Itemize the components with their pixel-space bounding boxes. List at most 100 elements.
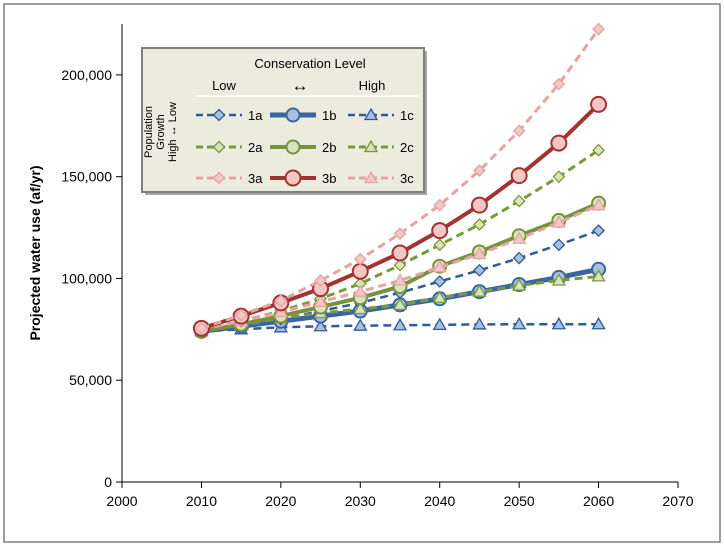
legend-row-title-line-3: High ↔ Low <box>167 102 179 162</box>
data-point-2a <box>552 170 566 184</box>
data-point-3a <box>552 77 566 91</box>
data-point-1c <box>313 318 328 332</box>
legend-item-1a: 1a <box>196 108 263 123</box>
data-point-2a <box>433 238 447 252</box>
legend: Conservation Level Low ↔ High Population Grow… <box>141 47 427 195</box>
data-point-1a <box>433 275 447 288</box>
data-point-2c <box>432 290 447 303</box>
data-point-1a <box>473 263 486 277</box>
data-point-3a <box>512 124 526 138</box>
data-point-1c <box>591 316 606 330</box>
legend-item-2c: 2c <box>348 139 414 155</box>
data-point-1c <box>551 316 566 330</box>
legend-col-high: High <box>359 78 386 93</box>
legend-item-3a: 3a <box>196 171 263 186</box>
series-line-3c <box>201 203 600 331</box>
legend-swatch-marker-2c <box>363 139 379 153</box>
legend-item-3c: 3c <box>348 170 414 186</box>
legend-row-title-line-2: Growth <box>155 114 167 149</box>
legend-label-1a: 1a <box>248 108 263 123</box>
data-point-1a <box>592 224 605 238</box>
data-point-3a <box>592 22 605 36</box>
data-point-1c <box>353 318 368 331</box>
data-point-2c <box>472 284 487 297</box>
series-layer <box>192 22 608 339</box>
data-point-3c <box>313 294 328 308</box>
data-point-1c <box>512 316 527 330</box>
legend-label-1c: 1c <box>400 108 414 123</box>
y-axis-title: Projected water use (af/yr) <box>27 165 43 340</box>
axes: 0 50,000 100,000 150,000 200,000 2000 2010 2020… <box>27 24 694 509</box>
y-tick-label: 100,000 <box>61 270 112 286</box>
y-tick-label: 0 <box>104 474 112 490</box>
data-point-2c <box>591 269 606 282</box>
data-point-2c <box>392 297 408 311</box>
data-point-3c <box>591 197 606 211</box>
legend-col-low: Low <box>212 78 236 93</box>
data-point-1c <box>472 317 487 330</box>
data-point-2c <box>512 278 527 291</box>
data-point-3a <box>195 321 208 335</box>
data-point-3b <box>391 244 409 262</box>
legend-swatch-marker-1a <box>212 108 226 122</box>
x-tick-label: 2000 <box>106 493 137 509</box>
series-3a <box>195 22 605 335</box>
data-point-2c <box>353 301 368 315</box>
legend-swatch-marker-1c <box>363 107 379 121</box>
legend-row-title-line-1: Population <box>143 106 155 158</box>
data-point-3a <box>473 164 486 177</box>
data-point-3a <box>234 308 248 322</box>
data-point-3b <box>351 262 369 280</box>
data-point-3a <box>353 252 367 266</box>
legend-label-3b: 3b <box>322 171 336 186</box>
y-tick-label: 150,000 <box>61 169 112 185</box>
legend-col-arrow: ↔ <box>292 76 309 95</box>
x-tick-label: 2060 <box>583 493 614 509</box>
data-point-3b <box>550 134 568 152</box>
legend-swatch-marker-2a <box>212 140 226 154</box>
legend-label-2b: 2b <box>322 140 336 155</box>
data-point-1a <box>552 238 566 252</box>
data-point-3b <box>431 222 449 240</box>
legend-label-3a: 3a <box>248 171 263 186</box>
legend-swatch-marker-3c <box>363 170 379 184</box>
data-point-2a <box>393 258 407 272</box>
legend-label-3c: 3c <box>400 171 414 186</box>
data-point-1c <box>392 317 408 331</box>
legend-header: Conservation Level <box>254 56 365 71</box>
x-tick-label: 2010 <box>186 493 217 509</box>
legend-item-3b: 3b <box>270 169 336 187</box>
legend-swatch-marker-2b <box>285 139 301 155</box>
legend-label-2a: 2a <box>248 140 263 155</box>
data-point-3a <box>433 198 447 212</box>
data-point-3b <box>510 167 528 185</box>
legend-label-1b: 1b <box>322 108 336 123</box>
data-point-3a <box>314 274 327 287</box>
data-point-2a <box>512 194 526 208</box>
legend-row-title: Population Growth High ↔ Low <box>143 102 179 162</box>
x-tick-label: 2050 <box>504 493 535 509</box>
x-tick-label: 2020 <box>265 493 296 509</box>
x-tick-label: 2070 <box>662 493 693 509</box>
legend-item-1b: 1b <box>270 107 336 123</box>
data-point-3c <box>551 215 566 228</box>
data-point-2a <box>473 218 486 231</box>
x-tick-label: 2040 <box>424 493 455 509</box>
data-point-2a <box>592 143 605 157</box>
series-line-3a <box>200 28 600 330</box>
y-tick-label: 50,000 <box>69 372 112 388</box>
y-tick-label: 200,000 <box>61 67 112 83</box>
x-tick-label: 2030 <box>345 493 376 509</box>
data-point-3c <box>472 246 487 260</box>
data-point-3b <box>590 95 608 113</box>
legend-item-2b: 2b <box>270 139 336 155</box>
data-point-3a <box>393 227 407 241</box>
data-point-3c <box>392 273 408 286</box>
legend-swatch-marker-1b <box>285 107 301 123</box>
legend-swatch-marker-3a <box>212 171 226 185</box>
data-point-3a <box>274 294 288 308</box>
legend-item-2a: 2a <box>196 140 263 155</box>
data-point-1c <box>432 317 447 331</box>
data-point-3b <box>470 196 488 214</box>
legend-label-2c: 2c <box>400 140 414 155</box>
